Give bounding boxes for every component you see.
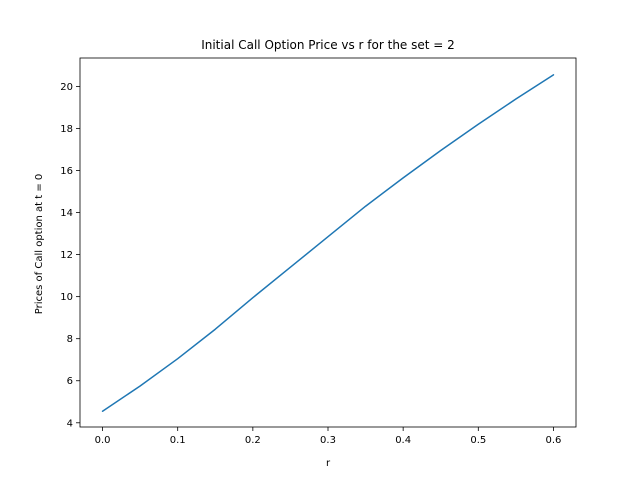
series-line-1 [101, 74, 555, 412]
y-tick-label: 18 [60, 124, 73, 135]
y-tick-label: 16 [60, 166, 73, 177]
y-tick-label: 6 [67, 376, 73, 387]
x-tick-label: 0.3 [320, 435, 336, 446]
y-tick-label: 20 [60, 82, 73, 93]
y-tick-label: 14 [60, 208, 73, 219]
x-tick-label: 0.6 [546, 435, 562, 446]
y-tick-label: 10 [60, 292, 73, 303]
y-axis: 4 6 8 10 12 14 16 18 20 [60, 82, 80, 429]
x-tick-label: 0.1 [170, 435, 186, 446]
y-tick-label: 4 [67, 418, 73, 429]
x-axis: 0.0 0.1 0.2 0.3 0.4 0.5 0.6 [95, 427, 562, 446]
x-tick-label: 0.2 [245, 435, 261, 446]
y-axis-label: Prices of Call option at t = 0 [34, 174, 45, 315]
y-tick-label: 8 [67, 334, 73, 345]
x-tick-label: 0.5 [470, 435, 486, 446]
x-tick-label: 0.4 [395, 435, 411, 446]
y-tick-label: 12 [60, 250, 73, 261]
x-tick-label: 0.0 [95, 435, 111, 446]
chart-title: Initial Call Option Price vs r for the s… [201, 38, 455, 52]
x-axis-label: r [326, 458, 331, 469]
